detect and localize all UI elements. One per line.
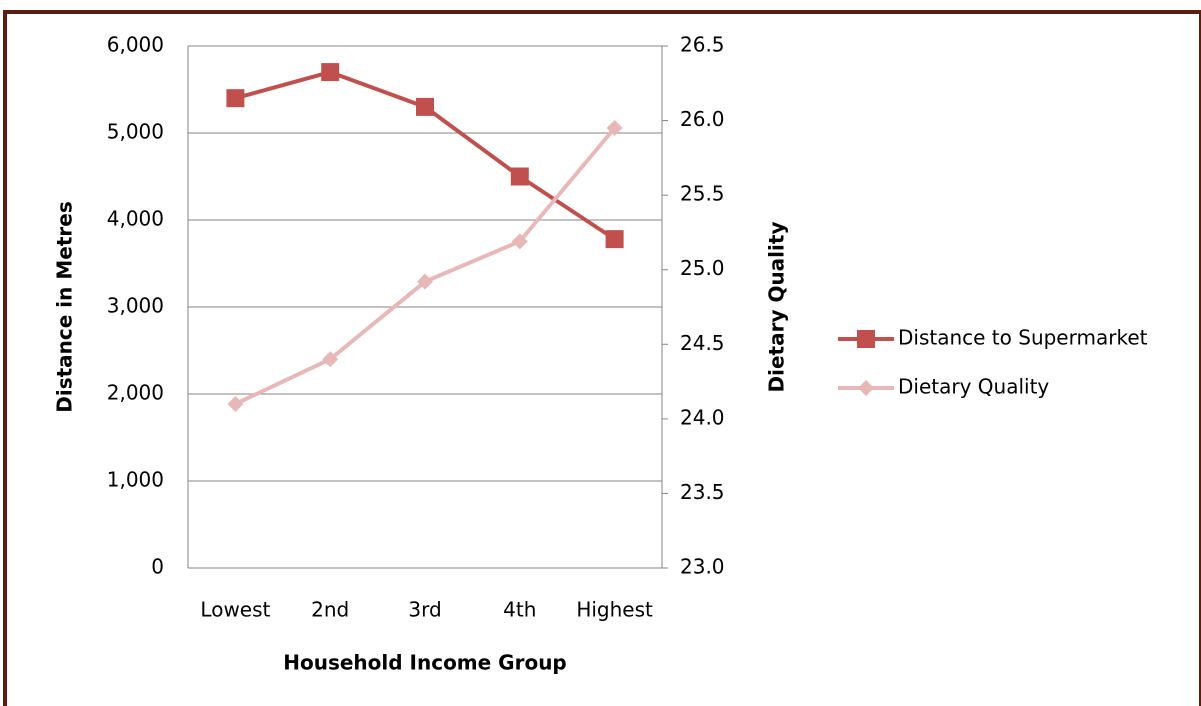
y2-tick-label: 25.5 — [680, 182, 725, 206]
y2-tick-label: 25.0 — [680, 256, 725, 280]
marker — [511, 233, 528, 250]
x-tick-label: Lowest — [200, 598, 270, 622]
y2-tick-label: 26.5 — [680, 33, 725, 57]
frame — [3, 10, 1201, 706]
marker — [510, 167, 529, 186]
x-axis-title: Household Income Group — [283, 651, 567, 675]
y-tick-label: 2,000 — [107, 381, 164, 405]
y2-tick-label: 23.5 — [680, 480, 725, 504]
y2-tick-label: 23.0 — [680, 555, 725, 579]
legend-marker — [858, 380, 874, 396]
x-tick-label: 3rd — [408, 598, 441, 622]
y-tick-label: 6,000 — [107, 33, 164, 57]
y-tick-label: 0 — [151, 555, 164, 579]
x-tick-label: Highest — [576, 598, 653, 622]
marker — [227, 395, 244, 412]
legend-marker — [857, 330, 875, 348]
marker — [321, 63, 340, 82]
x-tick-label: 2nd — [311, 598, 349, 622]
y-axis-title: Distance in Metres — [53, 201, 77, 412]
y-tick-label: 1,000 — [107, 468, 164, 492]
marker — [226, 89, 245, 108]
y-tick-label: 4,000 — [107, 207, 164, 231]
y2-tick-label: 26.0 — [680, 107, 725, 131]
legend-label: Dietary Quality — [898, 375, 1049, 399]
x-tick-label: 4th — [503, 598, 536, 622]
y-tick-label: 5,000 — [107, 120, 164, 144]
marker — [322, 351, 339, 368]
marker — [416, 97, 434, 116]
y2-tick-label: 24.0 — [680, 405, 725, 429]
marker — [606, 120, 623, 137]
y2-axis-title: Dietary Quality — [765, 222, 789, 393]
y-tick-label: 3,000 — [107, 294, 164, 318]
legend-label: Distance to Supermarket — [898, 326, 1148, 350]
y2-tick-label: 24.5 — [680, 331, 725, 355]
marker — [605, 230, 624, 249]
marker — [417, 273, 433, 290]
